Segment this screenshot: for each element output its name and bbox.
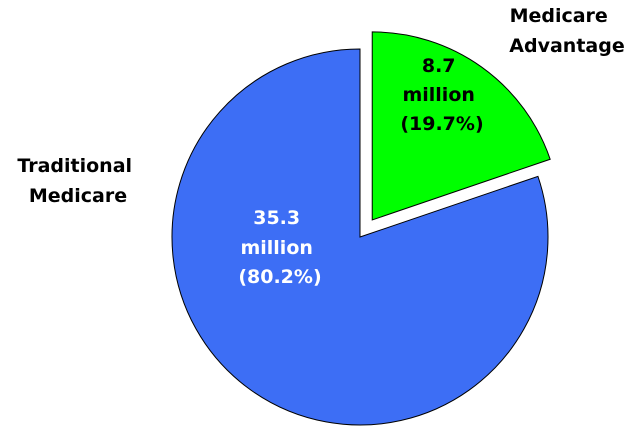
value-label-medicare-advantage-line-1: 8.7 [422, 55, 456, 77]
value-label-medicare-advantage: 8.7 million (19.7%) [400, 55, 483, 135]
label-traditional-medicare: Traditional Medicare [17, 155, 138, 207]
label-traditional-medicare-line-1: Traditional [17, 155, 132, 177]
label-medicare-advantage: Medicare Advantage [509, 5, 624, 57]
pie-slices [171, 31, 551, 426]
value-label-traditional-medicare-line-1: 35.3 [253, 207, 300, 229]
value-label-traditional-medicare: 35.3 million (80.2%) [238, 207, 321, 288]
pie-slice-traditional-medicare [171, 48, 549, 426]
label-medicare-advantage-line-1: Medicare [510, 5, 608, 27]
label-medicare-advantage-line-2: Advantage [509, 35, 624, 57]
value-label-traditional-medicare-line-3: (80.2%) [238, 266, 321, 288]
value-label-traditional-medicare-line-2: million [240, 237, 312, 259]
label-traditional-medicare-line-2: Medicare [29, 185, 127, 207]
value-label-medicare-advantage-line-2: million [402, 84, 474, 106]
pie-slice-medicare-advantage [371, 31, 551, 221]
value-label-medicare-advantage-line-3: (19.7%) [400, 113, 483, 135]
